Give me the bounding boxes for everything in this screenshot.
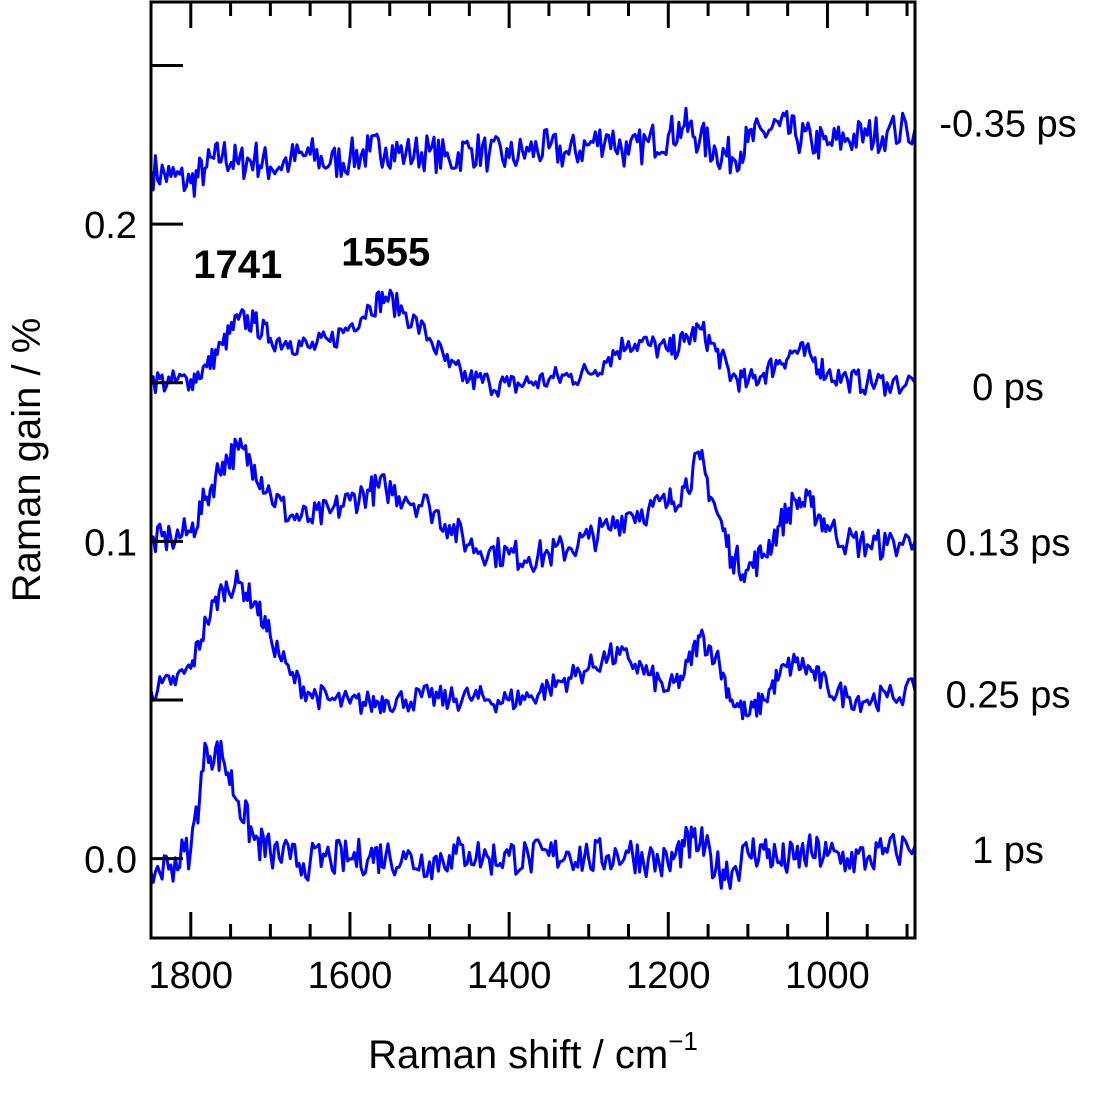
x-tick-label: 1800 bbox=[149, 955, 234, 997]
series-line bbox=[149, 288, 917, 398]
ticks-layer bbox=[149, 2, 909, 938]
y-axis-title: Raman gain / % bbox=[5, 318, 49, 603]
peak-annotation: 1741 bbox=[193, 243, 282, 287]
series-line bbox=[149, 569, 917, 721]
x-axis-title: Raman shift / cm−1 bbox=[368, 1026, 698, 1077]
series-delay-label: 1 ps bbox=[972, 830, 1044, 872]
x-axis-title-main: Raman shift / cm bbox=[368, 1033, 668, 1077]
y-tick-label: 0.2 bbox=[84, 205, 137, 247]
x-tick-label: 1400 bbox=[467, 955, 552, 997]
x-tick-label: 1200 bbox=[626, 955, 711, 997]
y-tick-label: 0.1 bbox=[84, 522, 137, 564]
series-line bbox=[149, 106, 917, 198]
series-delay-label: 0 ps bbox=[972, 367, 1044, 409]
x-axis-title-superscript: −1 bbox=[668, 1026, 698, 1056]
labels-layer: 1800 1600 1400 1200 1000 0.0 0.1 0.2 -0.35 ps 0 p… bbox=[84, 104, 1076, 997]
series-layer bbox=[149, 106, 917, 890]
series-delay-label: -0.35 ps bbox=[939, 104, 1076, 146]
series-line bbox=[149, 437, 917, 584]
series-delay-label: 0.25 ps bbox=[946, 675, 1071, 717]
y-tick-label: 0.0 bbox=[84, 840, 137, 882]
x-tick-label: 1000 bbox=[785, 955, 870, 997]
x-tick-label: 1600 bbox=[308, 955, 393, 997]
series-line bbox=[149, 739, 917, 890]
plot-frame bbox=[149, 0, 917, 940]
peak-annotation: 1555 bbox=[341, 230, 430, 274]
series-delay-label: 0.13 ps bbox=[946, 522, 1071, 564]
